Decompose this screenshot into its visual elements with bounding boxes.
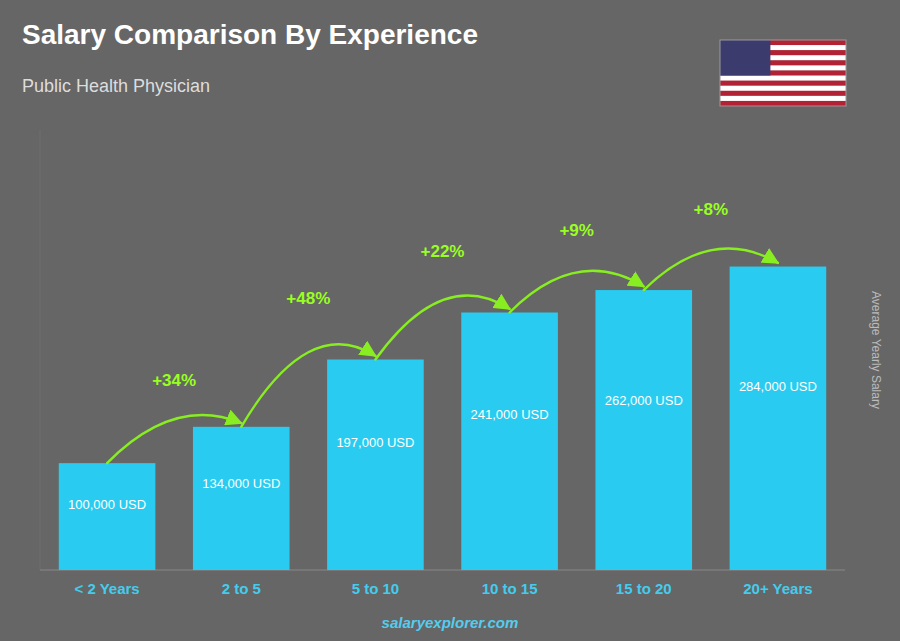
title: Salary Comparison By Experience [22, 19, 478, 50]
x-axis-line [40, 570, 845, 571]
x-tick-label: < 2 Years [74, 580, 139, 597]
data-label: 284,000 USD [739, 379, 817, 394]
background [0, 0, 900, 641]
flag-border [720, 40, 846, 106]
flag-stripe [720, 91, 846, 96]
bar [327, 360, 424, 570]
change-label: +34% [152, 371, 196, 390]
bar [730, 267, 827, 570]
change-arrow [107, 415, 241, 463]
change-arrow [644, 249, 778, 291]
data-label: 197,000 USD [336, 435, 414, 450]
x-tick-label: 2 to 5 [222, 580, 261, 597]
bars [59, 267, 826, 570]
bar [193, 427, 290, 570]
flag [720, 40, 846, 106]
x-tick-label: 10 to 15 [482, 580, 538, 597]
flag-stripe [720, 81, 846, 86]
data-label: 241,000 USD [471, 407, 549, 422]
bar [59, 463, 156, 570]
x-tick-label: 5 to 10 [352, 580, 400, 597]
flag-stripe [720, 96, 846, 101]
x-tick-label: 20+ Years [743, 580, 812, 597]
change-label: +48% [286, 289, 330, 308]
change-label: +8% [694, 200, 729, 219]
flag-stripe [720, 76, 846, 81]
change-arrow [375, 295, 509, 359]
bar [461, 312, 558, 570]
change-arrow [241, 344, 375, 427]
change-label: +9% [559, 221, 594, 240]
bar [595, 290, 692, 570]
change-arrow [510, 271, 644, 313]
data-label: 100,000 USD [68, 497, 146, 512]
data-label: 134,000 USD [202, 476, 280, 491]
subtitle: Public Health Physician [22, 76, 210, 96]
flag-stripe [720, 86, 846, 91]
footer: salaryexplorer.com [382, 614, 519, 631]
change-label: +22% [421, 242, 465, 261]
flag-canton [720, 40, 770, 76]
y-axis-line [40, 130, 41, 570]
y-axis-label: Average Yearly Salary [869, 291, 883, 409]
x-tick-label: 15 to 20 [616, 580, 672, 597]
data-label: 262,000 USD [605, 393, 683, 408]
flag-stripe [720, 101, 846, 106]
chart: Salary Comparison By Experience Public He… [0, 0, 900, 641]
